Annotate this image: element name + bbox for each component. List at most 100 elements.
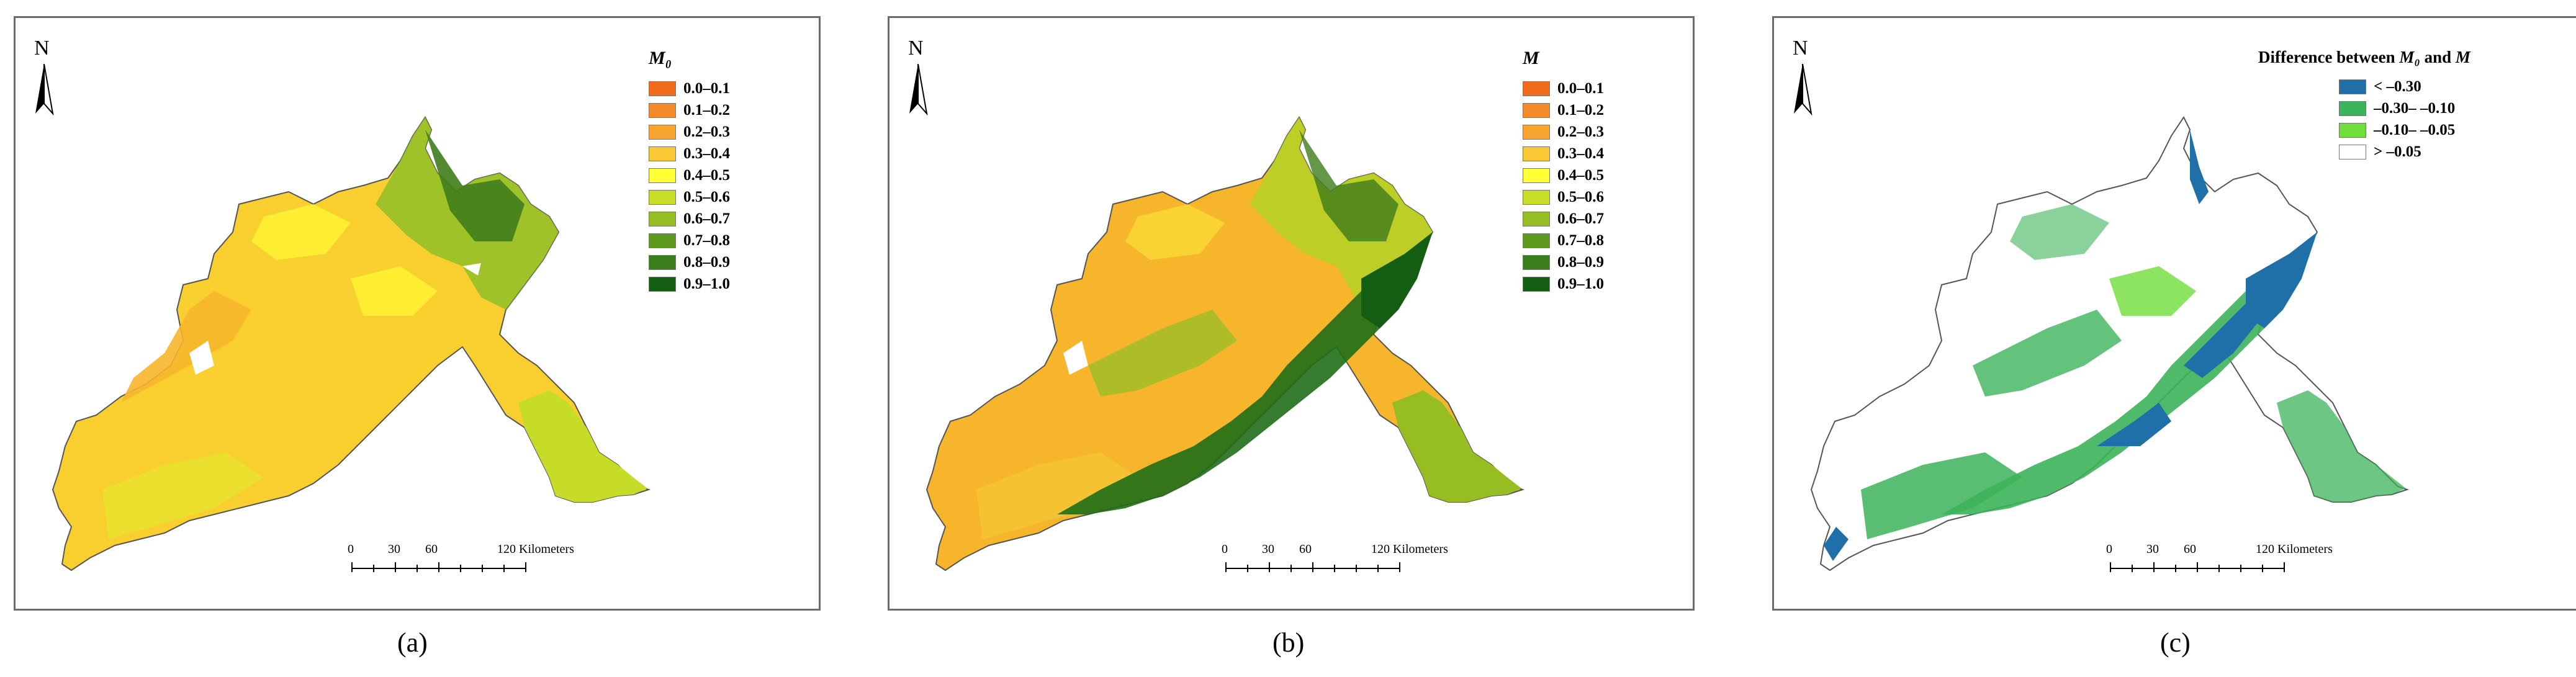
scale-label-30: 30: [2146, 542, 2159, 556]
legend-swatch: [1523, 276, 1550, 292]
scale-label-60: 60: [2184, 542, 2196, 556]
legend-c: Difference between M₀ and M < –0.30 –0.3…: [2258, 48, 2470, 163]
scale-label-120: 120 Kilometers: [2256, 542, 2333, 556]
legend-b: M 0.0–0.1 0.1–0.2 0.2–0.3 0.3–0.4 0.4–0.…: [1523, 48, 1604, 295]
scale-label-30: 30: [388, 542, 400, 556]
legend-item: 0.6–0.7: [649, 208, 730, 230]
map-panel-c: N Difference between M₀ and M < –0.30 –0…: [1772, 16, 2576, 611]
legend-item: 0.4–0.5: [649, 164, 730, 186]
legend-item: 0.8–0.9: [1523, 251, 1604, 273]
legend-item: 0.7–0.8: [1523, 230, 1604, 251]
legend-item: 0.2–0.3: [1523, 121, 1604, 143]
scale-bar-ticks: [2110, 562, 2285, 572]
legend-item: –0.10– –0.05: [2339, 119, 2470, 141]
legend-swatch: [1523, 81, 1550, 96]
basin-map-b: [926, 117, 1523, 571]
scale-labels: 0 30 60 120 Kilometers: [2106, 542, 2333, 560]
legend-item: 0.8–0.9: [649, 251, 730, 273]
legend-item: 0.2–0.3: [649, 121, 730, 143]
scale-labels: 0 30 60 120 Kilometers: [348, 542, 574, 560]
map-panel-a: N M₀ 0.0–0.1 0.1–0.2 0.2–0.3 0.3–0.4 0.4…: [14, 16, 821, 611]
north-arrow: N: [902, 37, 952, 130]
legend-title-mid: and: [2420, 48, 2456, 66]
legend-swatch: [1523, 146, 1550, 161]
legend-item: 0.9–1.0: [649, 273, 730, 295]
legend-item: 0.3–0.4: [649, 143, 730, 164]
basin-map-a: [52, 117, 649, 571]
legend-item: > –0.05: [2339, 141, 2470, 163]
legend-label: 0.0–0.1: [1557, 79, 1604, 97]
legend-swatch: [1523, 254, 1550, 270]
legend-label: 0.1–0.2: [683, 101, 730, 119]
scale-label-30: 30: [1262, 542, 1274, 556]
legend-label: 0.6–0.7: [1557, 210, 1604, 227]
north-arrow-icon: [1794, 64, 1813, 116]
north-arrow: N: [1786, 37, 1836, 130]
legend-label: 0.8–0.9: [683, 253, 730, 271]
legend-swatch: [649, 168, 676, 183]
legend-item: 0.7–0.8: [649, 230, 730, 251]
legend-swatch: [649, 276, 676, 292]
scale-label-60: 60: [1299, 542, 1312, 556]
legend-item: < –0.30: [2339, 76, 2470, 97]
legend-label: 0.7–0.8: [683, 231, 730, 249]
legend-swatch: [2339, 144, 2366, 159]
legend-swatch: [2339, 122, 2366, 138]
legend-item: 0.1–0.2: [649, 99, 730, 121]
legend-item: 0.5–0.6: [1523, 186, 1604, 208]
scale-labels: 0 30 60 120 Kilometers: [1222, 542, 1448, 560]
legend-title-prefix: Difference between: [2258, 48, 2400, 66]
legend-swatch: [649, 189, 676, 205]
legend-label: –0.10– –0.05: [2374, 121, 2456, 138]
legend-label: 0.2–0.3: [1557, 123, 1604, 140]
legend-label: 0.4–0.5: [1557, 166, 1604, 184]
north-label: N: [34, 37, 50, 60]
scale-label-120: 120 Kilometers: [1371, 542, 1448, 556]
legend-title: Difference between M₀ and M: [2258, 48, 2470, 67]
legend-item: 0.1–0.2: [1523, 99, 1604, 121]
north-label: N: [908, 37, 924, 60]
legend-title-m: M: [2455, 48, 2470, 66]
legend-item: 0.6–0.7: [1523, 208, 1604, 230]
north-label: N: [1793, 37, 1808, 60]
legend-label: 0.8–0.9: [1557, 253, 1604, 271]
legend-label: < –0.30: [2374, 78, 2421, 95]
legend-label: –0.30– –0.10: [2374, 99, 2456, 117]
legend-item: 0.9–1.0: [1523, 273, 1604, 295]
scale-label-0: 0: [348, 542, 354, 556]
legend-label: > –0.05: [2374, 143, 2421, 160]
scale-label-60: 60: [425, 542, 438, 556]
scale-bar-ticks: [1225, 562, 1400, 572]
legend-swatch: [649, 254, 676, 270]
legend-swatch: [649, 81, 676, 96]
legend-item: 0.0–0.1: [649, 78, 730, 99]
legend-a: M₀ 0.0–0.1 0.1–0.2 0.2–0.3 0.3–0.4 0.4–0…: [649, 48, 730, 295]
north-arrow-icon: [909, 64, 928, 116]
legend-label: 0.0–0.1: [683, 79, 730, 97]
legend-items: 0.0–0.1 0.1–0.2 0.2–0.3 0.3–0.4 0.4–0.5 …: [649, 78, 730, 295]
legend-swatch: [649, 146, 676, 161]
legend-label: 0.2–0.3: [683, 123, 730, 140]
caption-a: (a): [397, 627, 428, 658]
legend-item: 0.0–0.1: [1523, 78, 1604, 99]
map-panel-b: N M 0.0–0.1 0.1–0.2 0.2–0.3 0.3–0.4 0.4–…: [888, 16, 1695, 611]
legend-swatch: [1523, 168, 1550, 183]
legend-swatch: [1523, 102, 1550, 118]
legend-swatch: [1523, 211, 1550, 226]
basin-map-c: [1811, 117, 2408, 571]
scale-label-0: 0: [2106, 542, 2112, 556]
caption-b: (b): [1272, 627, 1305, 658]
legend-title: M: [1523, 48, 1539, 68]
legend-label: 0.7–0.8: [1557, 231, 1604, 249]
legend-title: M₀: [649, 48, 672, 68]
legend-label: 0.5–0.6: [683, 188, 730, 205]
legend-item: 0.5–0.6: [649, 186, 730, 208]
legend-swatch: [1523, 124, 1550, 140]
scale-bar: 0 30 60 120 Kilometers: [2106, 542, 2333, 586]
scale-label-0: 0: [1222, 542, 1228, 556]
caption-c: (c): [2160, 627, 2191, 658]
legend-swatch: [649, 233, 676, 248]
legend-label: 0.1–0.2: [1557, 101, 1604, 119]
legend-swatch: [2339, 101, 2366, 116]
legend-label: 0.4–0.5: [683, 166, 730, 184]
